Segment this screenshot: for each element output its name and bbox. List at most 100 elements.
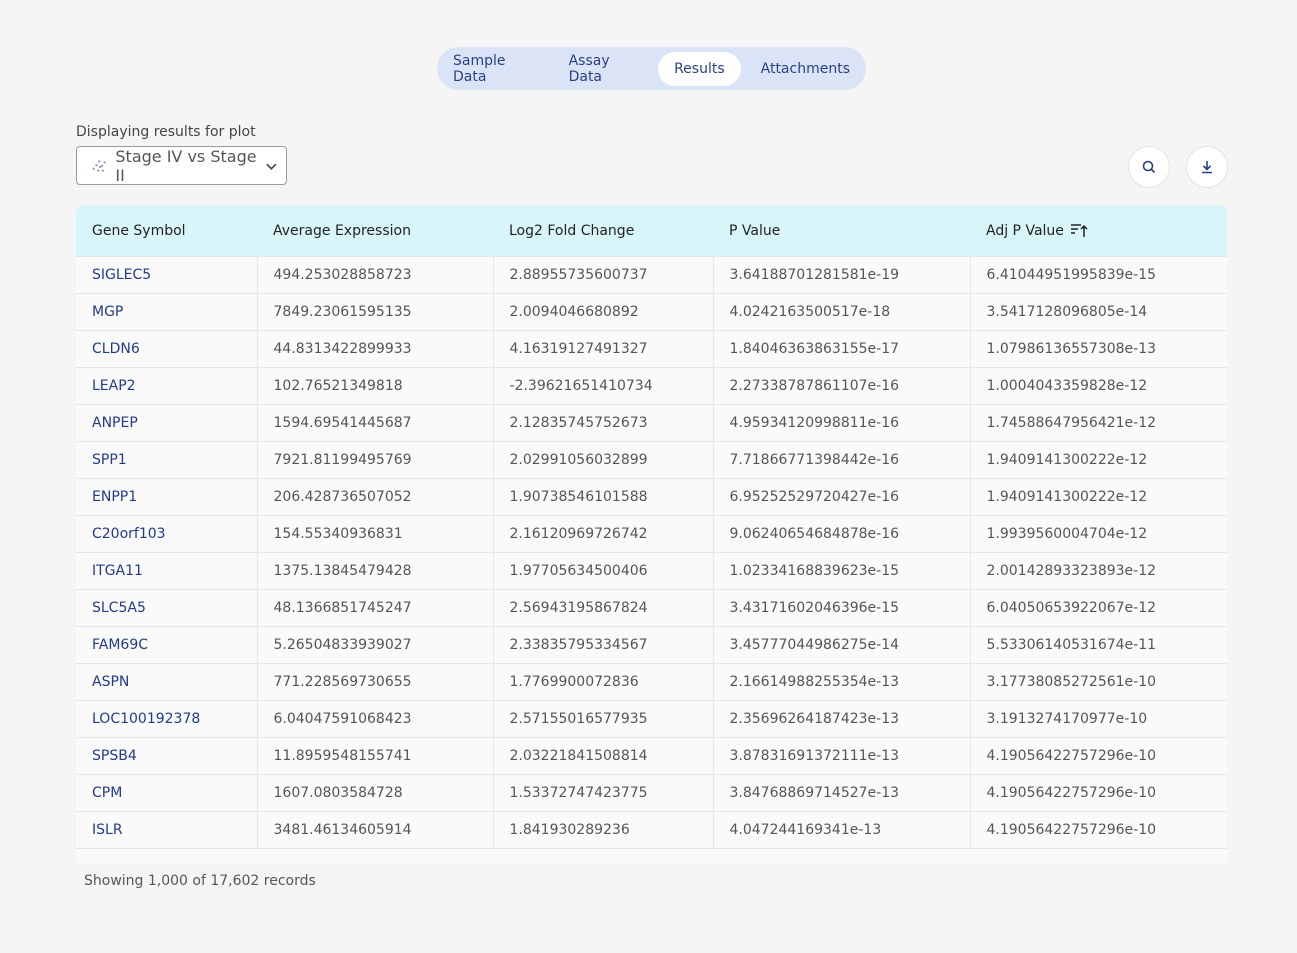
value-cell: 44.8313422899933 (256, 330, 494, 368)
value-cell: 2.56943195867824 (492, 589, 714, 627)
table-row: SPP1 7921.81199495769 2.02991056032899 7.71… (76, 441, 1227, 479)
gene-cell[interactable]: LEAP2 (76, 367, 258, 405)
table-row: ISLR 3481.46134605914 1.841930289236 4.0472… (76, 811, 1227, 849)
value-cell: 1.74588647956421e-12 (969, 404, 1227, 442)
value-cell: 2.35696264187423e-13 (712, 700, 971, 738)
gene-cell[interactable]: SPSB4 (76, 737, 258, 775)
value-cell: 3.5417128096805e-14 (969, 293, 1227, 331)
column-title: Average Expression (273, 222, 411, 239)
value-cell: 4.19056422757296e-10 (969, 774, 1227, 812)
value-cell: 1.07986136557308e-13 (969, 330, 1227, 368)
column-header[interactable]: P Value (713, 205, 970, 257)
value-cell: 2.16614988255354e-13 (712, 663, 971, 701)
column-title: Adj P Value (986, 223, 1064, 239)
column-header[interactable]: Average Expression (257, 205, 493, 257)
chevron (266, 163, 277, 170)
column-title: Gene Symbol (92, 222, 186, 239)
column-header[interactable]: Log2 Fold Change (493, 205, 713, 257)
value-cell: 2.12835745752673 (492, 404, 714, 442)
gene-cell[interactable]: SPP1 (76, 441, 258, 479)
value-cell: 3.84768869714527e-13 (712, 774, 971, 812)
download-button[interactable] (1186, 146, 1228, 188)
plot-label: Displaying results for plot (76, 124, 256, 140)
value-cell: -2.39621651410734 (492, 367, 714, 405)
value-cell: 1375.13845479428 (256, 552, 494, 590)
gene-cell[interactable]: ITGA11 (76, 552, 258, 590)
value-cell: 3.45777044986275e-14 (712, 626, 971, 664)
value-cell: 1.53372747423775 (492, 774, 714, 812)
table-row: SIGLEC5 494.253028858723 2.88955735600737 3… (76, 256, 1227, 294)
gene-cell[interactable]: ISLR (76, 811, 258, 849)
value-cell: 1.97705634500406 (492, 552, 714, 590)
value-cell: 3.64188701281581e-19 (712, 256, 971, 294)
tab[interactable]: Assay Data (568, 52, 610, 85)
value-cell: 7921.81199495769 (256, 441, 494, 479)
table-row: MGP 7849.23061595135 2.0094046680892 4.0242… (76, 293, 1227, 331)
column-title: Log2 Fold Change (509, 222, 635, 239)
table-row: C20orf103 154.55340936831 2.16120969726742… (76, 515, 1227, 553)
gene-cell[interactable]: SIGLEC5 (76, 256, 258, 294)
gene-cell[interactable]: ENPP1 (76, 478, 258, 516)
column-header[interactable]: Adj P Value (970, 205, 1227, 257)
value-cell: 1.90738546101588 (492, 478, 714, 516)
download-icon (1202, 161, 1212, 174)
gene-cell[interactable]: SLC5A5 (76, 589, 258, 627)
gene-cell[interactable]: CPM (76, 774, 258, 812)
plot-icon (92, 159, 106, 172)
gene-cell[interactable]: LOC100192378 (76, 700, 258, 738)
value-cell: 1.0004043359828e-12 (969, 367, 1227, 405)
value-cell: 1.02334168839623e-15 (712, 552, 971, 590)
value-cell: 2.03221841508814 (492, 737, 714, 775)
value-cell: 2.16120969726742 (492, 515, 714, 553)
value-cell: 2.02991056032899 (492, 441, 714, 479)
plot-select[interactable]: Stage IV vs Stage II (76, 146, 287, 185)
value-cell: 6.95252529720427e-16 (712, 478, 971, 516)
record-count: Showing 1,000 of 17,602 records (84, 873, 316, 889)
tab[interactable]: Sample Data (453, 52, 506, 85)
value-cell: 1.841930289236 (492, 811, 714, 849)
search-icon (1142, 160, 1156, 174)
column-title: P Value (729, 222, 781, 239)
value-cell: 4.16319127491327 (492, 330, 714, 368)
results-table: Gene Symbol Average Expression Log2 Fold C… (76, 205, 1227, 849)
table-row: ENPP1 206.428736507052 1.90738546101588 6.9… (76, 478, 1227, 516)
gene-cell[interactable]: C20orf103 (76, 515, 258, 553)
value-cell: 1607.0803584728 (256, 774, 494, 812)
value-cell: 2.88955735600737 (492, 256, 714, 294)
table-row: SPSB4 11.8959548155741 2.03221841508814 3.8… (76, 737, 1227, 775)
search-button[interactable] (1128, 146, 1170, 188)
tab-bar: Sample Data Assay Data Results Attachments (437, 47, 866, 90)
gene-cell[interactable]: ASPN (76, 663, 258, 701)
gene-cell[interactable]: MGP (76, 293, 258, 331)
value-cell: 1.84046363863155e-17 (712, 330, 971, 368)
header-row: Gene Symbol Average Expression Log2 Fold C… (76, 205, 1227, 257)
tab[interactable]: Results (658, 51, 741, 86)
value-cell: 7.71866771398442e-16 (712, 441, 971, 479)
value-cell: 9.06240654684878e-16 (712, 515, 971, 553)
gene-cell[interactable]: CLDN6 (76, 330, 258, 368)
column-header[interactable]: Gene Symbol (76, 205, 257, 257)
table-row: LOC100192378 6.04047591068423 2.5715501657… (76, 700, 1227, 738)
value-cell: 3481.46134605914 (256, 811, 494, 849)
gene-cell[interactable]: FAM69C (76, 626, 258, 664)
tab[interactable]: Attachments (760, 60, 850, 77)
value-cell: 5.53306140531674e-11 (969, 626, 1227, 664)
value-cell: 102.76521349818 (256, 367, 494, 405)
value-cell: 4.047244169341e-13 (712, 811, 971, 849)
value-cell: 154.55340936831 (256, 515, 494, 553)
value-cell: 2.0094046680892 (492, 293, 714, 331)
value-cell: 206.428736507052 (256, 478, 494, 516)
table-row: FAM69C 5.26504833939027 2.33835795334567 3.… (76, 626, 1227, 664)
value-cell: 7849.23061595135 (256, 293, 494, 331)
value-cell: 2.33835795334567 (492, 626, 714, 664)
table-row: LEAP2 102.76521349818 -2.39621651410734 2.2… (76, 367, 1227, 405)
gene-cell[interactable]: ANPEP (76, 404, 258, 442)
value-cell: 2.57155016577935 (492, 700, 714, 738)
value-cell: 4.19056422757296e-10 (969, 811, 1227, 849)
value-cell: 6.04047591068423 (256, 700, 494, 738)
value-cell: 2.00142893323893e-12 (969, 552, 1227, 590)
value-cell: 1.9409141300222e-12 (969, 441, 1227, 479)
value-cell: 1.9939560004704e-12 (969, 515, 1227, 553)
